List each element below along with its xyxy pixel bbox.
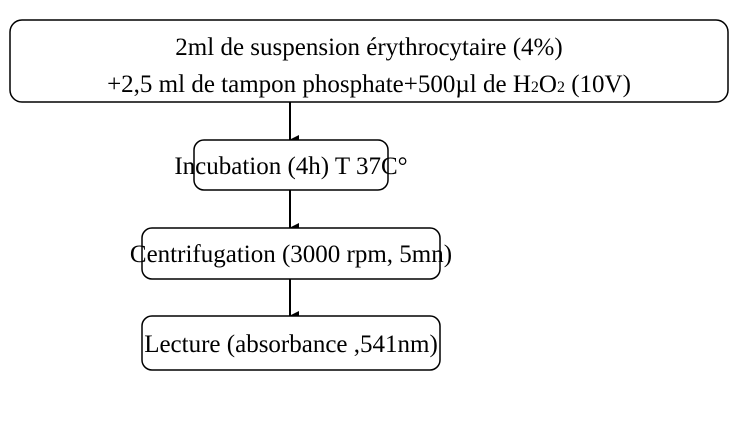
text-part: O — [539, 71, 557, 98]
step-text: +2,5 ml de tampon phosphate+500µl de H2O… — [107, 71, 631, 98]
step-text: Incubation (4h) T 37C° — [174, 153, 407, 180]
step-text: 2ml de suspension érythrocytaire (4%) — [175, 34, 562, 61]
step-text: Centrifugation (3000 rpm, 5mn) — [130, 241, 452, 268]
text-part: +2,5 ml de tampon phosphate+500µl de H — [107, 71, 531, 98]
step-box — [141, 315, 441, 371]
text-part: (10V) — [565, 71, 631, 98]
step-box — [9, 19, 729, 103]
subscript: 2 — [557, 79, 565, 96]
subscript: 2 — [531, 79, 539, 96]
step-text: Lecture (absorbance ,541nm) — [144, 331, 438, 358]
